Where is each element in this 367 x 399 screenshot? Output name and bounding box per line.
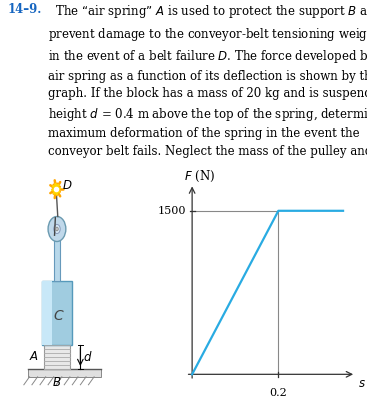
Bar xyxy=(41,281,72,345)
Bar xyxy=(54,240,60,281)
Bar xyxy=(28,369,101,377)
Text: 1500: 1500 xyxy=(157,206,186,216)
Circle shape xyxy=(54,224,60,233)
Text: 0.2: 0.2 xyxy=(269,389,287,399)
Text: $C$: $C$ xyxy=(53,309,64,323)
Text: $D$: $D$ xyxy=(62,179,73,192)
Text: $F$ (N): $F$ (N) xyxy=(184,168,215,184)
Text: $B$: $B$ xyxy=(52,376,62,389)
Circle shape xyxy=(56,227,58,231)
Text: $d$: $d$ xyxy=(83,350,92,364)
Text: 14–9.: 14–9. xyxy=(7,3,42,16)
Text: The “air spring” $A$ is used to protect the support $B$ and
prevent damage to th: The “air spring” $A$ is used to protect … xyxy=(48,3,367,158)
Text: $A$: $A$ xyxy=(29,350,39,363)
Bar xyxy=(44,345,70,369)
Text: $s$ (m): $s$ (m) xyxy=(358,375,367,391)
Bar xyxy=(41,281,52,345)
Circle shape xyxy=(48,217,66,241)
